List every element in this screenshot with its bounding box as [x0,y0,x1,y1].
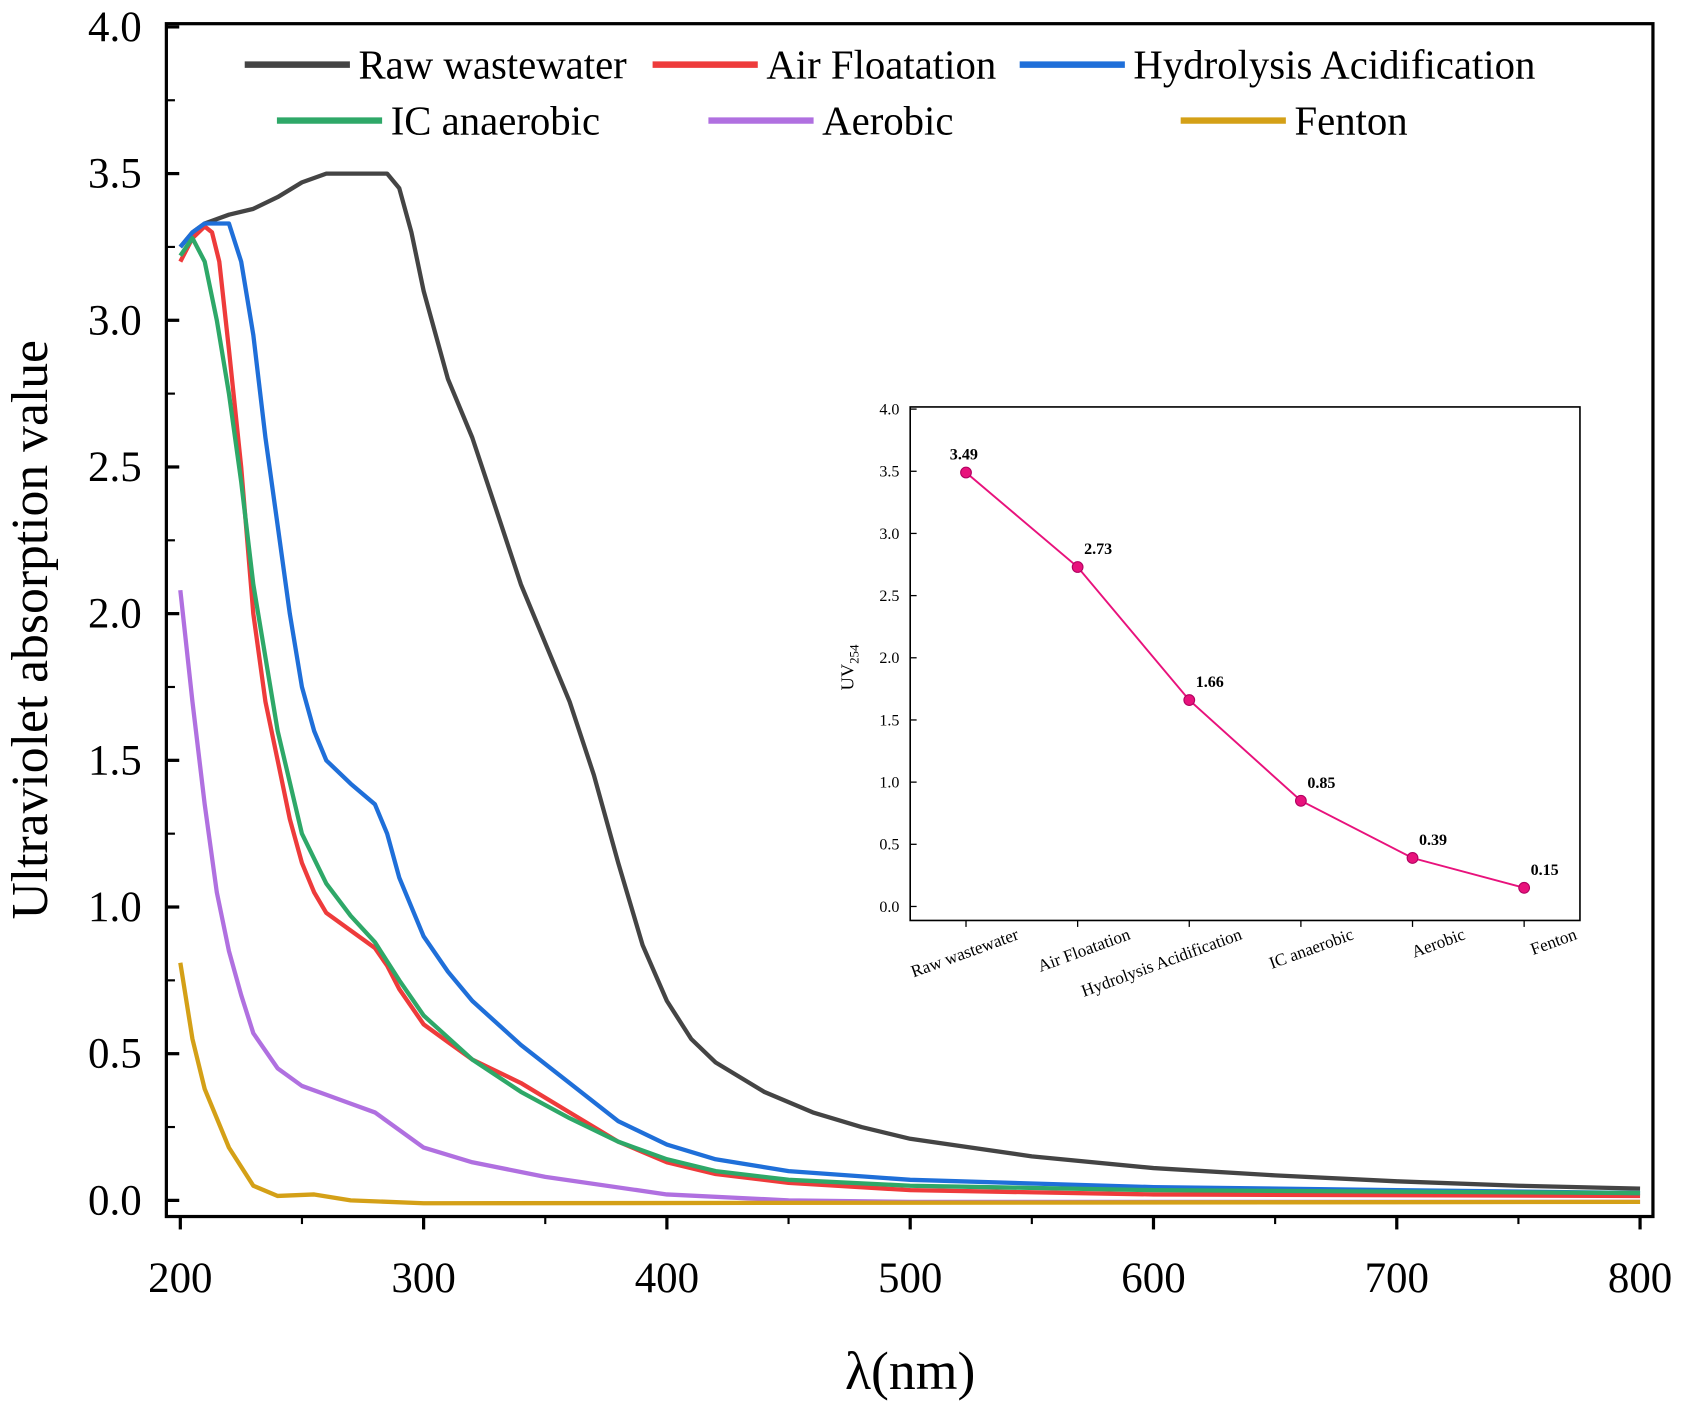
inset-plot-frame [909,406,1581,922]
series-line-ic-anaerobic [178,235,1641,1196]
inset-data-point [1406,852,1419,864]
x-tick-label: 700 [1365,1255,1429,1302]
x-axis-label: λ(nm) [845,1341,975,1401]
y-tick-label: 2.5 [88,444,142,491]
main-axes: 200 300 400 500 600 700 800 0.0 0.5 1.0 1.5 2.0 2.5 3… [88,4,1672,1302]
legend-label: Raw wastewater [358,43,627,88]
inset-y-axis-label: UV254 [837,644,861,690]
legend-label: Hydrolysis Acidification [1133,43,1535,88]
inset-data-label: 0.39 [1419,832,1447,849]
inset-y-tick-label: 2.5 [879,588,899,605]
inset-data-label: 2.73 [1084,541,1112,558]
y-tick-label: 3.5 [88,151,142,198]
inset-data-point [1071,561,1084,573]
inset-data-point [1183,694,1196,706]
y-tick-label: 0.0 [88,1177,142,1224]
inset-series-line [965,471,1525,889]
inset-y-tick-label: 3.0 [879,526,899,543]
x-tick-label: 200 [148,1255,212,1302]
inset-y-tick-label: 0.5 [879,837,899,854]
x-tick-label: 600 [1121,1255,1185,1302]
y-tick-label: 1.5 [88,737,142,784]
inset-data-label: 3.49 [950,447,978,464]
x-tick-label: 800 [1608,1255,1672,1302]
legend-label: Aerobic [822,99,953,144]
inset-x-tick-label: IC anaerobic [1267,925,1357,973]
x-tick-label: 300 [391,1255,455,1302]
legend-label: IC anaerobic [391,99,600,144]
x-tick-label: 400 [635,1255,699,1302]
inset-data-point [1294,794,1307,807]
series-line-hydrolysis-acidification [178,221,1641,1196]
inset-y-tick-label: 3.5 [879,464,899,481]
inset-data-point [960,466,972,479]
inset-chart: 0.0 0.5 1.0 1.5 2.0 2.5 3.0 3.5 4.0 Raw wastewate… [837,401,1581,1001]
y-tick-label: 3.0 [88,297,142,344]
series-line-air-floatation [178,224,1641,1199]
y-tick-label: 2.0 [88,591,142,638]
y-axis-label: Ultraviolet absorption value [2,340,59,920]
inset-y-tick-label: 1.5 [879,712,899,729]
inset-data-point [1518,881,1531,894]
inset-x-tick-label: Fenton [1528,925,1580,959]
y-tick-label: 0.5 [88,1031,142,1078]
legend-label: Air Floatation [766,43,996,88]
legend: Raw wastewater Air Floatation Hydrolysis A… [244,43,1535,144]
inset-y-tick-label: 0.0 [879,899,899,916]
series-line-raw-wastewater [178,171,1641,1191]
series-line-aerobic [178,589,1641,1205]
inset-data-label: 0.15 [1531,862,1559,879]
y-tick-label: 1.0 [88,884,142,931]
y-tick-label: 4.0 [88,4,142,51]
series-line-fenton [178,962,1641,1206]
main-series-lines [178,171,1641,1206]
inset-data-label: 1.66 [1196,674,1224,691]
inset-y-tick-label: 2.0 [879,650,899,667]
inset-x-tick-label: Raw wastewater [908,925,1021,982]
inset-x-tick-label: Aerobic [1409,925,1468,962]
x-tick-label: 500 [878,1255,942,1302]
inset-y-tick-label: 1.0 [879,774,899,791]
inset-y-tick-label: 4.0 [879,401,899,418]
legend-label: Fenton [1294,99,1407,144]
inset-data-label: 0.85 [1307,775,1335,792]
